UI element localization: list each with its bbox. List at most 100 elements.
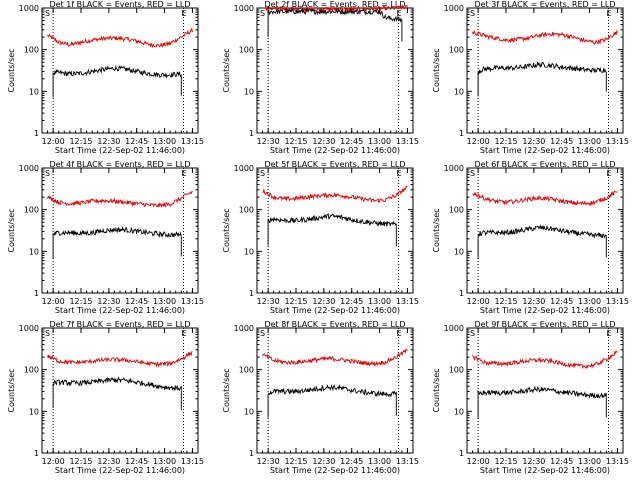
x-tick-label: 12:30	[257, 137, 280, 146]
y-tick-label: 1	[459, 449, 464, 458]
start-marker-label: S	[260, 9, 265, 18]
y-tick-label: 10	[454, 407, 464, 416]
x-tick-label: 13:00	[368, 137, 391, 146]
y-tick-label: 10	[244, 247, 254, 256]
series-events-black	[52, 225, 182, 260]
x-tick-label: 12:30	[312, 457, 335, 466]
y-tick-label: 1000	[234, 4, 254, 13]
x-tick-label: 12:30	[97, 297, 120, 306]
end-marker-label: E	[607, 169, 612, 178]
x-axis-label: Start Time (22-Sep-02 11:46:00)	[480, 466, 610, 475]
y-tick-label: 1	[249, 449, 254, 458]
panel-title: Det 7f BLACK = Events, RED = LLD	[49, 320, 190, 329]
y-tick-label: 100	[239, 206, 254, 215]
y-tick-label: 1000	[19, 324, 39, 333]
start-marker-label: S	[45, 169, 50, 178]
panel-title: Det 4f BLACK = Events, RED = LLD	[49, 160, 190, 169]
y-tick-label: 100	[239, 46, 254, 55]
x-tick-label: 12:45	[125, 137, 148, 146]
plot-frame	[41, 7, 199, 134]
x-tick-label: 13:15	[606, 137, 629, 146]
x-axis-label: Start Time (22-Sep-02 11:46:00)	[270, 466, 400, 475]
start-marker-label: S	[470, 9, 475, 18]
x-tick-label: 13:15	[606, 457, 629, 466]
x-tick-label: 12:30	[522, 297, 545, 306]
x-tick-label: 12:00	[467, 297, 490, 306]
end-marker-label: E	[182, 329, 187, 338]
y-tick-label: 10	[29, 247, 39, 256]
series-events-black	[477, 224, 607, 260]
y-tick-label: 1000	[19, 164, 39, 173]
x-tick-label: 12:30	[97, 457, 120, 466]
end-marker-label: E	[607, 9, 612, 18]
y-tick-label: 100	[449, 46, 464, 55]
x-tick-label: 13:15	[396, 297, 419, 306]
x-tick-label: 13:00	[153, 457, 176, 466]
x-tick-label: 13:15	[396, 457, 419, 466]
end-marker-label: E	[182, 9, 187, 18]
x-tick-label: 12:30	[257, 457, 280, 466]
panel-det-5: Det 5f BLACK = Events, RED = LLD 1 10 100 10…	[222, 160, 419, 315]
x-tick-label: 13:15	[181, 297, 204, 306]
y-axis-label: Counts/sec	[7, 48, 16, 92]
x-tick-label: 13:00	[578, 457, 601, 466]
x-tick-label: 12:15	[494, 137, 517, 146]
x-tick-label: 12:00	[42, 137, 65, 146]
y-tick-label: 100	[449, 366, 464, 375]
y-axis-label: Counts/sec	[222, 208, 231, 252]
y-axis-label: Counts/sec	[7, 368, 16, 412]
start-marker-label: S	[260, 329, 265, 338]
panel-det-4: Det 4f BLACK = Events, RED = LLD 1 10 100 10…	[7, 160, 204, 315]
panel-title: Det 6f BLACK = Events, RED = LLD	[474, 160, 615, 169]
y-tick-label: 1000	[444, 4, 464, 13]
y-tick-label: 1	[459, 289, 464, 298]
x-tick-label: 12:15	[494, 457, 517, 466]
y-tick-label: 10	[29, 87, 39, 96]
y-tick-label: 10	[454, 87, 464, 96]
series-events-black	[267, 384, 397, 418]
series-lld-red	[262, 4, 408, 14]
series-lld-red	[262, 185, 408, 204]
panel-det-2: Det 2f BLACK = Events, RED = LLD 1 10 100 10…	[222, 0, 419, 155]
x-tick-label: 12:15	[69, 137, 92, 146]
x-tick-label: 12:15	[69, 297, 92, 306]
panel-det-9: Det 9f BLACK = Events, RED = LLD 1 10 100 10…	[432, 320, 629, 475]
x-tick-label: 12:45	[125, 457, 148, 466]
series-lld-red	[47, 351, 193, 368]
x-tick-label: 12:45	[550, 457, 573, 466]
plot-frame	[256, 7, 414, 134]
panel-title: Det 9f BLACK = Events, RED = LLD	[474, 320, 615, 329]
series-events-black	[267, 213, 397, 247]
y-tick-label: 1000	[444, 324, 464, 333]
series-lld-red	[47, 190, 193, 208]
x-tick-label: 12:30	[312, 137, 335, 146]
y-axis-label: Counts/sec	[432, 368, 441, 412]
end-marker-label: E	[182, 169, 187, 178]
x-tick-label: 12:00	[42, 457, 65, 466]
x-tick-label: 13:15	[606, 297, 629, 306]
y-tick-label: 100	[449, 206, 464, 215]
plot-frame	[256, 167, 414, 294]
panel-det-3: Det 3f BLACK = Events, RED = LLD 1 10 100 10…	[432, 0, 629, 155]
panel-title: Det 1f BLACK = Events, RED = LLD	[49, 0, 190, 9]
plot-frame	[466, 327, 624, 454]
series-events-black	[52, 64, 182, 98]
x-tick-label: 12:15	[284, 457, 307, 466]
series-events-black	[267, 7, 403, 42]
y-tick-label: 100	[24, 206, 39, 215]
panel-title: Det 5f BLACK = Events, RED = LLD	[264, 160, 405, 169]
series-lld-red	[47, 28, 193, 49]
x-tick-label: 12:15	[69, 457, 92, 466]
y-axis-label: Counts/sec	[222, 368, 231, 412]
end-marker-label: E	[397, 9, 402, 18]
x-tick-label: 12:15	[494, 297, 517, 306]
y-tick-label: 1	[249, 289, 254, 298]
x-tick-label: 12:45	[125, 297, 148, 306]
x-tick-label: 13:00	[153, 297, 176, 306]
y-tick-label: 1000	[19, 4, 39, 13]
series-events-black	[52, 376, 182, 410]
x-tick-label: 12:45	[340, 137, 363, 146]
series-lld-red	[472, 350, 618, 370]
x-tick-label: 13:00	[578, 137, 601, 146]
